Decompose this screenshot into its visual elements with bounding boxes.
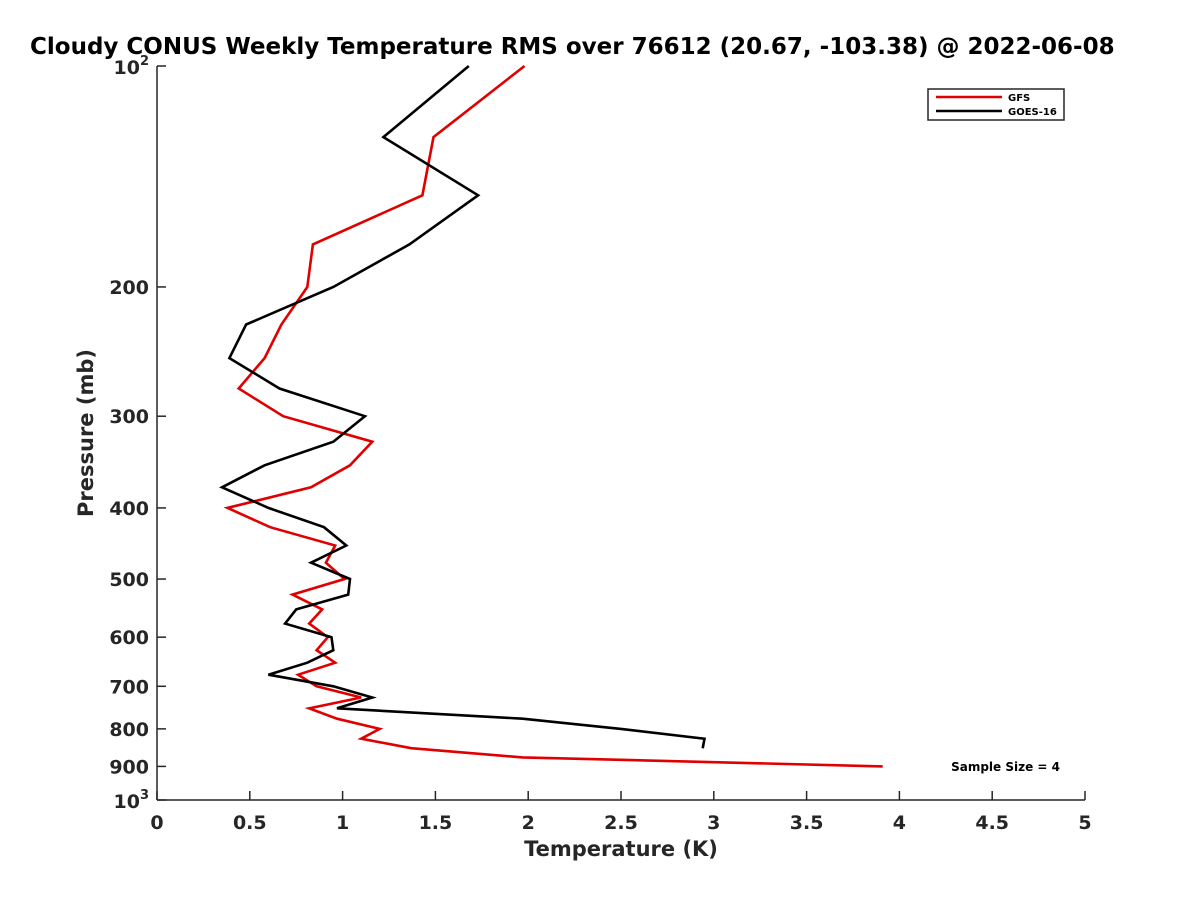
y-tick-label: 700 xyxy=(109,676,149,698)
series-line-gfs xyxy=(223,64,883,768)
x-tick-label: 3.5 xyxy=(790,812,824,834)
x-tick-label: 1 xyxy=(336,812,349,834)
y-tick-label: 500 xyxy=(109,569,149,591)
y-tick-label: 400 xyxy=(109,498,149,520)
x-tick-label: 0.5 xyxy=(233,812,267,834)
x-axis-label: Temperature (K) xyxy=(524,837,718,861)
plot-area xyxy=(218,64,883,768)
series-line-goes-16 xyxy=(218,65,707,749)
x-tick-label: 3 xyxy=(707,812,720,834)
y-tick-label: 600 xyxy=(109,627,149,649)
y-tick-label: 900 xyxy=(109,756,149,778)
legend-label: GFS xyxy=(1008,93,1030,104)
legend: GFS GOES-16 xyxy=(927,88,1065,121)
x-tick-label: 4 xyxy=(893,812,906,834)
x-tick-label: 0 xyxy=(150,812,163,834)
x-tick-label: 1.5 xyxy=(419,812,453,834)
chart-title: Cloudy CONUS Weekly Temperature RMS over… xyxy=(30,34,1115,60)
y-axis-label: Pressure (mb) xyxy=(74,349,98,517)
x-tick-label: 2 xyxy=(522,812,535,834)
y-tick-label: 200 xyxy=(109,277,149,299)
axes: 0 0.5 1 1.5 2 2.5 3 3.5 4 4.5 5 200 300 400 500 600 700 8… xyxy=(109,54,1091,834)
y-tick-label: 300 xyxy=(109,406,149,428)
x-tick-label: 4.5 xyxy=(975,812,1009,834)
y-decade-tick-label: 102 xyxy=(114,54,150,79)
x-tick-label: 5 xyxy=(1078,812,1091,834)
legend-box xyxy=(927,88,1065,121)
y-tick-label: 800 xyxy=(109,719,149,741)
legend-label: GOES-16 xyxy=(1008,107,1057,118)
x-tick-label: 2.5 xyxy=(604,812,638,834)
sample-size-annotation: Sample Size = 4 xyxy=(951,760,1060,774)
y-decade-tick-label: 103 xyxy=(114,788,150,813)
